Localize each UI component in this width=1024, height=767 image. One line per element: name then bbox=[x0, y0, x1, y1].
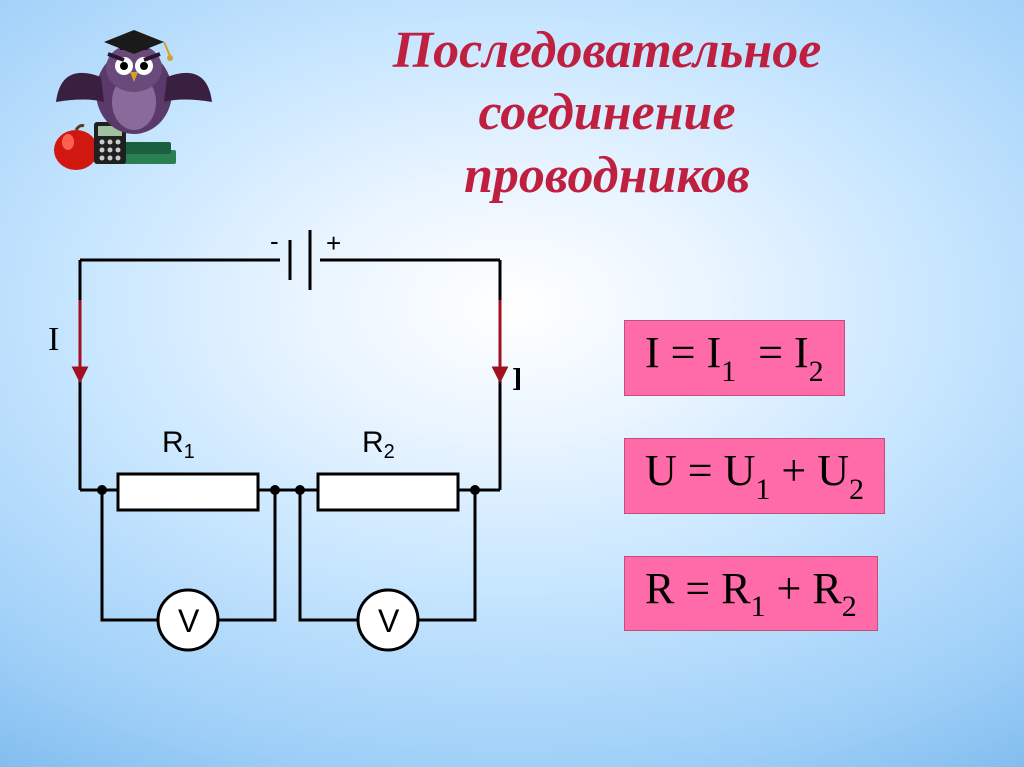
voltmeter-1-label: V bbox=[178, 603, 200, 639]
formula-block: I = I1 = I2 U = U1 + U2 R = R1 + R2 bbox=[624, 320, 964, 673]
resistor-1 bbox=[118, 474, 258, 510]
resistor-2 bbox=[318, 474, 458, 510]
battery-minus: - bbox=[270, 230, 279, 256]
formula-resistance: R = R1 + R2 bbox=[624, 556, 878, 632]
voltmeter-2-label: V bbox=[378, 603, 400, 639]
resistor-1-label: R1 bbox=[162, 426, 195, 463]
formula-current: I = I1 = I2 bbox=[624, 320, 845, 396]
title-line-1: Последовательное bbox=[230, 20, 984, 82]
title-line-3: проводников bbox=[230, 145, 984, 207]
battery-plus: + bbox=[326, 230, 341, 258]
formula-voltage: U = U1 + U2 bbox=[624, 438, 885, 514]
page-title: Последовательное соединение проводников bbox=[230, 20, 984, 207]
title-line-2: соединение bbox=[230, 82, 984, 144]
circuit-diagram: - + I I R1 R2 V V bbox=[40, 230, 520, 700]
resistor-2-label: R2 bbox=[362, 426, 395, 463]
current-left-label: I bbox=[48, 321, 59, 358]
owl-mascot bbox=[46, 22, 216, 182]
current-right-label: I bbox=[512, 361, 520, 398]
